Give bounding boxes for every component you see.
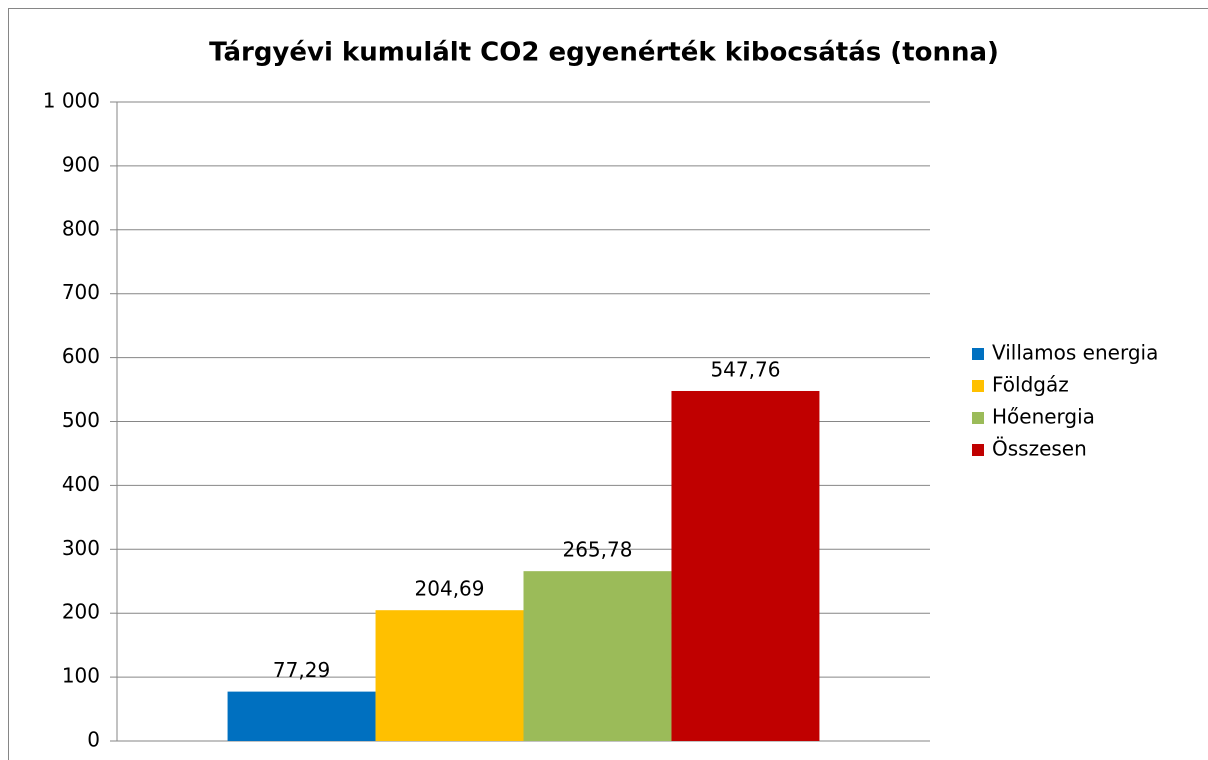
chart-title: Tárgyévi kumulált CO2 egyenérték kibocsá… (209, 38, 999, 68)
data-label: 204,69 (415, 577, 485, 601)
legend-label: Összesen (992, 437, 1087, 461)
data-label: 77,29 (273, 658, 330, 682)
y-tick-label: 100 (62, 664, 100, 688)
y-tick-label: 200 (62, 600, 100, 624)
y-tick-label: 400 (62, 472, 100, 496)
bar (671, 390, 820, 741)
y-tick-label: 0 (87, 728, 100, 752)
legend-label: Villamos energia (992, 341, 1158, 365)
legend-label: Földgáz (992, 373, 1069, 397)
legend-swatch (972, 380, 984, 392)
bar (227, 691, 376, 741)
y-tick-label: 300 (62, 536, 100, 560)
y-tick-label: 900 (62, 152, 100, 176)
y-tick-label: 700 (62, 280, 100, 304)
legend-swatch (972, 412, 984, 424)
y-tick-label: 1 000 (43, 89, 100, 113)
y-tick-label: 800 (62, 216, 100, 240)
bar (375, 610, 524, 741)
data-label: 265,78 (562, 538, 632, 562)
legend-swatch (972, 444, 984, 456)
bar (523, 571, 672, 741)
y-tick-label: 500 (62, 408, 100, 432)
y-tick-label: 600 (62, 344, 100, 368)
legend-label: Hőenergia (992, 405, 1095, 429)
legend-swatch (972, 348, 984, 360)
data-label: 547,76 (710, 357, 780, 381)
